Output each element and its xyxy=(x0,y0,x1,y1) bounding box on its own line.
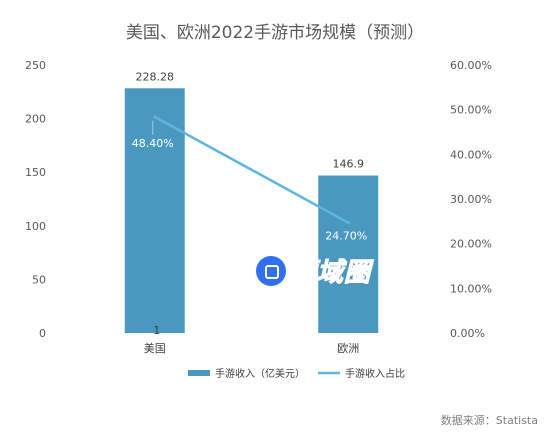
line-value-label: 48.40% xyxy=(132,137,174,150)
watermark-logo-icon xyxy=(256,255,286,286)
y-right-tick-label: 0.00% xyxy=(450,327,485,340)
x-category-label: 欧洲 xyxy=(337,342,359,355)
y-right-tick-label: 20.00% xyxy=(450,238,492,251)
y-right-tick-label: 10.00% xyxy=(450,282,492,295)
y-left-tick-label: 150 xyxy=(25,166,46,179)
y-right-tick-label: 40.00% xyxy=(450,148,492,161)
bar-value-label: 146.9 xyxy=(333,158,365,171)
legend-label: 手游收入占比 xyxy=(345,367,405,380)
watermark-text: 领域圈 xyxy=(289,258,372,289)
chart-title: 美国、欧洲2022手游市场规模（预测） xyxy=(125,23,425,43)
y-left-tick-label: 250 xyxy=(25,59,46,72)
y-left-tick-label: 200 xyxy=(25,113,46,126)
y-left-tick-label: 50 xyxy=(32,273,46,286)
series-line xyxy=(154,115,349,224)
line-point xyxy=(346,221,350,225)
y-left-tick-label: 0 xyxy=(39,327,46,340)
y-left-tick-label: 100 xyxy=(25,220,46,233)
y-right-tick-label: 50.00% xyxy=(450,104,492,117)
legend-label: 手游收入（亿美元） xyxy=(215,367,305,380)
line-point xyxy=(153,115,157,119)
x-category-label: 美国 xyxy=(144,342,166,355)
y-right-tick-label: 30.00% xyxy=(450,193,492,206)
y-right-tick-label: 60.00% xyxy=(450,59,492,72)
bar xyxy=(124,88,185,333)
bar xyxy=(318,175,379,333)
source-note: 数据来源：Statista xyxy=(440,414,538,427)
stray-mark-label: 1 xyxy=(153,324,160,337)
line-value-label: 24.70% xyxy=(325,230,367,243)
legend-bar-swatch xyxy=(188,370,210,376)
bar-value-label: 228.28 xyxy=(136,70,175,83)
watermark: 领域圈 xyxy=(256,252,371,289)
